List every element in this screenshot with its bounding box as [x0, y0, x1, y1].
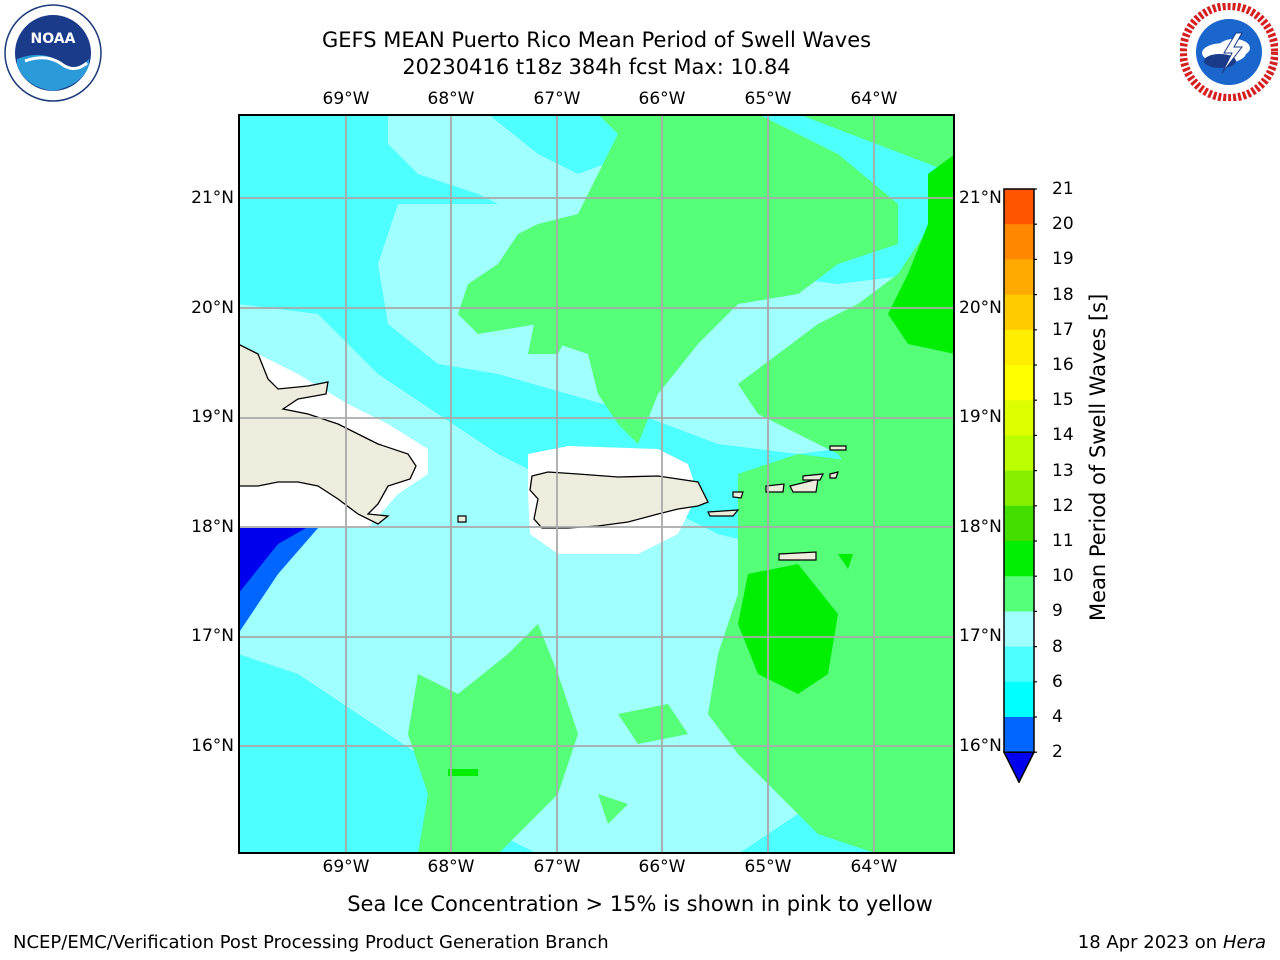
lon-tick-bottom: 67°W [533, 857, 581, 877]
gridlines [238, 114, 955, 854]
lat-tick-left: 18°N [191, 517, 234, 537]
colorbar-tick-label: 14 [1052, 425, 1074, 446]
sea-ice-note: Sea Ice Concentration > 15% is shown in … [347, 892, 933, 916]
lat-tick-right: 17°N [959, 626, 1002, 646]
colorbar-band [1004, 224, 1034, 260]
lat-tick-left: 16°N [191, 736, 234, 756]
lon-tick-top: 68°W [427, 89, 475, 109]
lon-tick-top: 67°W [533, 89, 581, 109]
colorbar-extend-arrow [1002, 751, 1036, 783]
lat-tick-left: 21°N [191, 188, 234, 208]
colorbar-band [1004, 365, 1034, 401]
lat-tick-right: 20°N [959, 298, 1002, 318]
colorbar-band [1004, 470, 1034, 507]
colorbar-band [1004, 329, 1034, 366]
lat-tick-left: 20°N [191, 298, 234, 318]
colorbar-tick-label: 21 [1052, 179, 1074, 199]
map-frame [238, 114, 955, 854]
lon-tick-bottom: 66°W [638, 857, 686, 877]
lat-tick-left: 17°N [191, 626, 234, 646]
colorbar-tick-label: 10 [1052, 566, 1074, 587]
nws-logo [1180, 3, 1278, 101]
lon-tick-bottom: 65°W [744, 857, 792, 877]
colorbar-tick-label: 16 [1052, 355, 1074, 375]
colorbar-band [1004, 717, 1034, 753]
colorbar-tick-label: 15 [1052, 390, 1074, 411]
colorbar-tick-label: 17 [1052, 319, 1074, 340]
map-subtitle: 20230416 t18z 384h fcst Max: 10.84 [402, 55, 791, 79]
colorbar-tick-label: 6 [1052, 671, 1063, 692]
colorbar-tick-label: 13 [1052, 460, 1074, 481]
colorbar-tick-label: 11 [1052, 531, 1074, 551]
colorbar-band [1004, 576, 1034, 612]
lon-tick-top: 64°W [850, 89, 898, 109]
colorbar-band [1004, 400, 1034, 436]
noaa-logo-text: NOAA [31, 31, 76, 47]
colorbar-tick-label: 19 [1052, 249, 1074, 270]
colorbar-tick-label: 12 [1052, 495, 1074, 516]
colorbar-band [1004, 646, 1034, 683]
colorbar-tick-label: 18 [1052, 284, 1074, 305]
colorbar-band [1004, 294, 1034, 331]
colorbar-tick-label: 2 [1052, 742, 1063, 763]
lat-tick-right: 21°N [959, 188, 1002, 208]
lon-tick-top: 65°W [744, 89, 792, 109]
footer-credit: NCEP/EMC/Verification Post Processing Pr… [13, 932, 609, 953]
puerto-rico-land [529, 471, 709, 529]
lon-tick-top: 69°W [322, 89, 370, 109]
lon-tick-bottom: 69°W [322, 857, 370, 877]
lon-tick-bottom: 68°W [427, 857, 475, 877]
colorbar-tick-label: 9 [1052, 601, 1063, 622]
colorbar-band [1004, 259, 1034, 296]
lat-tick-left: 19°N [191, 407, 234, 427]
period-10-11-region [448, 154, 955, 776]
colorbar-tick-label: 4 [1052, 707, 1063, 727]
noaa-logo: NOAA [4, 4, 102, 102]
footer-date: 18 Apr 2023 on Hera [1078, 932, 1266, 954]
colorbar-band [1004, 505, 1034, 542]
small-islands [457, 445, 847, 561]
colorbar-band [1004, 611, 1034, 648]
period-9-10-region [408, 114, 955, 854]
colorbar-band [1004, 189, 1034, 225]
lon-tick-bottom: 64°W [850, 857, 898, 877]
footer-machine: Hera [1222, 932, 1266, 953]
colorbar-band [1004, 541, 1034, 577]
colorbar-band [1004, 435, 1034, 472]
colorbar-band [1004, 681, 1034, 718]
lat-tick-right: 16°N [959, 736, 1002, 756]
colorbar-label: Mean Period of Swell Waves [s] [1086, 293, 1110, 621]
lon-tick-top: 66°W [638, 89, 686, 109]
lat-tick-right: 18°N [959, 517, 1002, 537]
hispaniola-land [238, 343, 417, 525]
footer-date-text: 18 Apr 2023 on [1077, 932, 1223, 953]
map-title: GEFS MEAN Puerto Rico Mean Period of Swe… [321, 28, 872, 52]
colorbar-tick-label: 8 [1052, 636, 1063, 657]
colorbar-tick-label: 20 [1052, 214, 1074, 235]
lat-tick-right: 19°N [959, 407, 1002, 427]
colorbar [1002, 188, 1037, 783]
map-panel [238, 114, 955, 854]
